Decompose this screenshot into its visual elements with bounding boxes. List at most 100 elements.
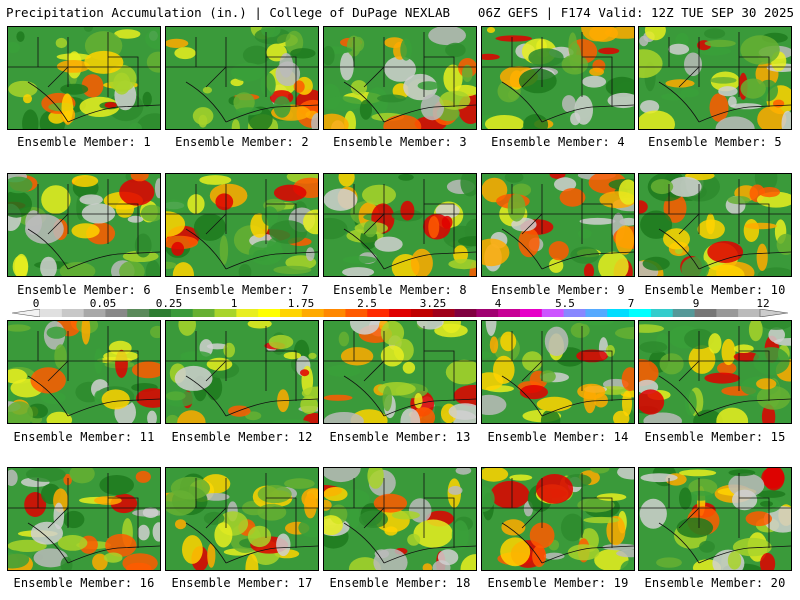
colorbar-segment (694, 309, 717, 317)
precip-field-13 (324, 321, 476, 423)
precip-field-2 (166, 27, 318, 129)
colorbar-segment (367, 309, 390, 317)
precip-field-17 (166, 468, 318, 570)
colorbar-segment (629, 309, 652, 317)
ensemble-map-1 (7, 26, 161, 130)
precip-field-20 (639, 468, 791, 570)
colorbar-segment (83, 309, 106, 317)
member-caption-7: Ensemble Member: 7 (175, 283, 309, 297)
ensemble-map-5 (638, 26, 792, 130)
precip-field-12 (166, 321, 318, 423)
ensemble-map-17 (165, 467, 319, 571)
colorbar-segment (61, 309, 84, 317)
precip-field-1 (8, 27, 160, 129)
precip-field-6 (8, 174, 160, 276)
colorbar-tick-label: 0.05 (89, 297, 117, 310)
member-caption-18: Ensemble Member: 18 (329, 576, 471, 590)
colorbar-segment (236, 309, 259, 317)
precip-field-16 (8, 468, 160, 570)
colorbar-tick-label: 7 (627, 297, 635, 310)
ensemble-map-4 (481, 26, 635, 130)
colorbar-segment (585, 309, 608, 317)
member-caption-16: Ensemble Member: 16 (13, 576, 155, 590)
title-right: 06Z GEFS | F174 Valid: 12Z TUE SEP 30 20… (477, 5, 794, 20)
precip-field-4 (482, 27, 634, 129)
ensemble-map-14 (481, 320, 635, 424)
title-left: Precipitation Accumulation (in.) | Colle… (6, 5, 451, 20)
member-caption-2: Ensemble Member: 2 (175, 135, 309, 149)
precip-field-15 (639, 321, 791, 423)
member-caption-9: Ensemble Member: 9 (491, 283, 625, 297)
colorbar-segment (498, 309, 521, 317)
precip-field-3 (324, 27, 476, 129)
colorbar-segment (280, 309, 303, 317)
colorbar-arrow-left (12, 309, 41, 317)
colorbar-segment (541, 309, 564, 317)
ensemble-map-11 (7, 320, 161, 424)
ensemble-map-15 (638, 320, 792, 424)
member-caption-3: Ensemble Member: 3 (333, 135, 467, 149)
colorbar-segment (410, 309, 434, 317)
ensemble-map-8 (323, 173, 477, 277)
ensemble-map-10 (638, 173, 792, 277)
colorbar-segment (607, 309, 630, 317)
precip-field-18 (324, 468, 476, 570)
colorbar-tick-label: 1.75 (287, 297, 315, 310)
precip-field-8 (324, 174, 476, 276)
colorbar-segment (432, 309, 455, 317)
member-caption-15: Ensemble Member: 15 (644, 430, 786, 444)
ensemble-map-9 (481, 173, 635, 277)
colorbar-segment (650, 309, 674, 317)
member-caption-19: Ensemble Member: 19 (487, 576, 629, 590)
ensemble-map-18 (323, 467, 477, 571)
ensemble-map-12 (165, 320, 319, 424)
colorbar-tick-label: 12 (756, 297, 770, 310)
member-caption-5: Ensemble Member: 5 (648, 135, 782, 149)
member-caption-8: Ensemble Member: 8 (333, 283, 467, 297)
ensemble-map-16 (7, 467, 161, 571)
member-caption-17: Ensemble Member: 17 (171, 576, 313, 590)
ensemble-map-20 (638, 467, 792, 571)
member-caption-10: Ensemble Member: 10 (644, 283, 786, 297)
colorbar-segment (716, 309, 739, 317)
colorbar-tick-label: 3.25 (419, 297, 447, 310)
ensemble-map-13 (323, 320, 477, 424)
colorbar-tick-label: 1 (230, 297, 238, 310)
colorbar-segment (40, 309, 63, 317)
colorbar-segment (258, 309, 281, 317)
colorbar-segment (476, 309, 499, 317)
member-caption-11: Ensemble Member: 11 (13, 430, 155, 444)
ensemble-map-19 (481, 467, 635, 571)
colorbar-segment (323, 309, 346, 317)
precip-field-14 (482, 321, 634, 423)
colorbar-segment (345, 309, 368, 317)
colorbar-segment (170, 309, 194, 317)
colorbar-segment (738, 309, 761, 317)
colorbar-tick-label: 5.5 (555, 297, 575, 310)
colorbar-arrow-right (759, 309, 788, 317)
member-caption-14: Ensemble Member: 14 (487, 430, 629, 444)
precip-field-7 (166, 174, 318, 276)
colorbar-segment (149, 309, 172, 317)
ensemble-map-7 (165, 173, 319, 277)
ensemble-map-6 (7, 173, 161, 277)
ensemble-map-2 (165, 26, 319, 130)
precip-field-11 (8, 321, 160, 423)
colorbar-segment (563, 309, 586, 317)
colorbar-segment (520, 309, 543, 317)
colorbar-segment (105, 309, 128, 317)
colorbar-segment (389, 309, 412, 317)
colorbar-tick-label: 0 (32, 297, 40, 310)
member-caption-6: Ensemble Member: 6 (17, 283, 151, 297)
member-caption-1: Ensemble Member: 1 (17, 135, 151, 149)
colorbar-tick-label: 4 (494, 297, 502, 310)
colorbar-tick-label: 0.25 (155, 297, 183, 310)
colorbar-tick-label: 9 (692, 297, 700, 310)
colorbar-segment (214, 309, 237, 317)
ensemble-map-3 (323, 26, 477, 130)
colorbar-tick-label: 2.5 (357, 297, 377, 310)
precip-field-9 (482, 174, 634, 276)
precip-field-5 (639, 27, 791, 129)
colorbar-segment (454, 309, 477, 317)
precip-field-10 (639, 174, 791, 276)
